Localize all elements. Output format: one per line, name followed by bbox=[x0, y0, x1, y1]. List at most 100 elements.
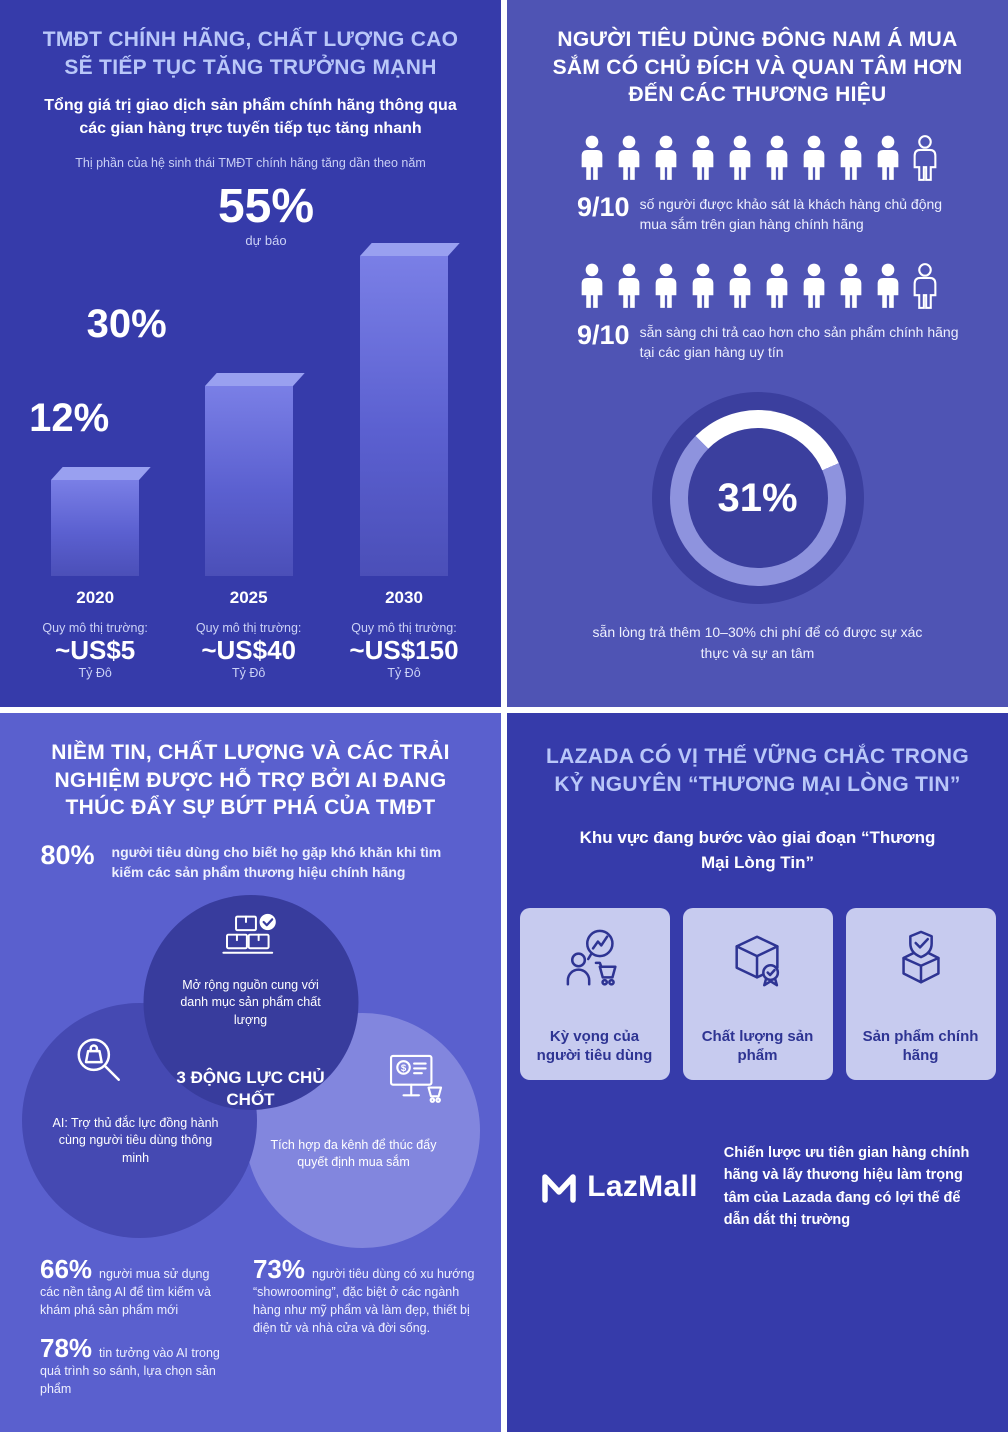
bar-2020 bbox=[51, 480, 140, 577]
shield-check-box-icon bbox=[901, 930, 940, 984]
person-icon bbox=[729, 135, 751, 181]
donut-block: 31% sẵn lòng trả thêm 10–30% chi phí để … bbox=[507, 392, 1008, 664]
bar-year-label: 2025 bbox=[229, 588, 268, 608]
magnifier-bag-icon bbox=[77, 1038, 120, 1081]
person-icon bbox=[766, 263, 788, 308]
q1-subtitle: Tổng giá trị giao dịch sản phẩm chính hã… bbox=[44, 97, 457, 137]
venn-circle-ai: AI: Trợ thủ đắc lực đồng hành cùng người… bbox=[21, 1002, 257, 1238]
svg-text:$: $ bbox=[400, 1063, 406, 1074]
bar-value-label: 12% bbox=[29, 396, 110, 441]
section-consumers: NGƯỜI TIÊU DÙNG ĐÔNG NAM Á MUA SẮM CÓ CH… bbox=[507, 0, 1008, 707]
trust-cards: Kỳ vọng của người tiêu dùng Chất lượng s… bbox=[507, 907, 1008, 1080]
person-icon bbox=[618, 263, 640, 308]
logo-row: LazMall Chiến lược ưu tiên gian hàng chí… bbox=[507, 1142, 1008, 1232]
strategy-paragraph: Chiến lược ưu tiên gian hàng chính hãng … bbox=[723, 1144, 970, 1229]
stat-78: 78% tin tưởng vào AI trong quá trình so s… bbox=[40, 1335, 229, 1398]
person-icon bbox=[692, 135, 714, 181]
stat-percent: 80% bbox=[40, 840, 95, 871]
market-size-label: Quy mô thị trường: bbox=[195, 621, 302, 636]
venn-diagram: Mở rộng nguồn cung với danh mục sản phẩm… bbox=[16, 894, 486, 1248]
venn-text-ai: AI: Trợ thủ đắc lực đồng hành cùng người… bbox=[52, 1115, 219, 1165]
person-icon bbox=[655, 135, 677, 181]
bar-group-2020: 12% 2020 Quy mô thị trường: ~US$5 Tỷ Đô bbox=[29, 398, 148, 681]
stat-66: 66% người mua sử dụng các nền tảng AI để … bbox=[40, 1256, 229, 1319]
lazmall-m-icon bbox=[542, 1173, 577, 1203]
person-icon bbox=[729, 263, 751, 308]
market-size-label: Quy mô thị trường: bbox=[42, 621, 148, 636]
person-icon bbox=[692, 263, 714, 308]
card-label: Sản phẩm chính hãng bbox=[862, 1028, 979, 1064]
lazmall-wordmark: LazMall bbox=[587, 1169, 698, 1203]
card-label: Kỳ vọng của người tiêu dùng bbox=[536, 1028, 653, 1064]
person-icons-row bbox=[577, 135, 1008, 182]
bar-year-label: 2030 bbox=[385, 588, 423, 608]
stat-text: người mua sử dụng các nền tảng AI để tìm… bbox=[40, 1266, 211, 1317]
person-icon bbox=[803, 135, 825, 181]
card-authentic-product: Sản phẩm chính hãng bbox=[845, 907, 996, 1080]
stat-text: người tiêu dùng cho biết họ gặp khó khăn… bbox=[111, 844, 442, 881]
stat-percent: 66% bbox=[40, 1253, 93, 1284]
person-icon bbox=[877, 135, 899, 181]
bar-year-label: 2020 bbox=[76, 588, 115, 608]
market-size-value: ~US$150 bbox=[349, 635, 459, 666]
q1-title: TMĐT CHÍNH HÃNG, CHẤT LƯỢNG CAO SẼ TIẾP … bbox=[42, 28, 459, 79]
stat-text: tin tưởng vào AI trong quá trình so sánh… bbox=[40, 1346, 220, 1397]
bar-group-2030: 55% dự báo 2030 Quy mô thị trường: ~US$1… bbox=[218, 183, 459, 681]
venn-circle-supply: Mở rộng nguồn cung với danh mục sản phẩm… bbox=[143, 894, 358, 1110]
donut-ring: 31% bbox=[669, 410, 846, 587]
stat-80: 80% người tiêu dùng cho biết họ gặp khó … bbox=[41, 842, 461, 883]
card-label: Chất lượng sản phẩm bbox=[701, 1028, 814, 1064]
stat-text: số người được khảo sát là khách hàng chủ… bbox=[639, 196, 943, 233]
person-icon bbox=[877, 263, 899, 308]
ratio-label: 9/10 bbox=[577, 319, 630, 350]
q2-title: NGƯỜI TIÊU DÙNG ĐÔNG NAM Á MUA SẮM CÓ CH… bbox=[552, 28, 963, 107]
stat-text: người tiêu dùng có xu hướng “showrooming… bbox=[252, 1266, 475, 1336]
q4-title: LAZADA CÓ VỊ THẾ VỮNG CHẮC TRONG KỶ NGUY… bbox=[546, 745, 969, 796]
card-product-quality: Chất lượng sản phẩm bbox=[682, 907, 833, 1080]
person-icon bbox=[766, 135, 788, 181]
bar-2030 bbox=[360, 256, 448, 577]
donut-caption: sẵn lòng trả thêm 10–30% chi phí để có đ… bbox=[592, 624, 923, 662]
market-size-unit: Tỷ Đô bbox=[387, 666, 421, 681]
person-icon bbox=[913, 262, 937, 309]
stat-73: 73% người tiêu dùng có xu hướng “showroom… bbox=[253, 1256, 475, 1338]
bar-value-label: 30% bbox=[86, 302, 167, 347]
stat-text: sẵn sàng chi trả cao hơn cho sản phẩm ch… bbox=[639, 323, 959, 361]
venn-text-omnichannel: Tích hợp đa kênh để thúc đẩy quyết định … bbox=[270, 1137, 437, 1170]
person-icon bbox=[840, 263, 862, 308]
venn-center-label: 3 ĐỘNG LỰC CHỦ CHỐT bbox=[176, 1067, 325, 1109]
bar-2025 bbox=[204, 386, 293, 577]
pictogram-caption: 9/10 số người được khảo sát là khách hàn… bbox=[577, 194, 1008, 235]
stats-column-left: 66% người mua sử dụng các nền tảng AI để … bbox=[40, 1256, 229, 1415]
stat-percent: 73% bbox=[252, 1253, 306, 1284]
monitor-dollar-icon: $ bbox=[389, 1054, 442, 1103]
section-growth: TMĐT CHÍNH HÃNG, CHẤT LƯỢNG CAO SẼ TIẾP … bbox=[0, 0, 501, 707]
ratio-label: 9/10 bbox=[577, 192, 630, 223]
market-size-value: ~US$5 bbox=[55, 635, 136, 666]
person-icon bbox=[618, 135, 640, 181]
boxes-check-icon bbox=[222, 913, 276, 954]
donut-hole: 31% bbox=[687, 428, 828, 569]
person-icon bbox=[840, 135, 862, 181]
person-icons-row bbox=[577, 262, 1008, 309]
quality-box-medal-icon bbox=[734, 935, 779, 987]
pictogram-caption: 9/10 sẵn sàng chi trả cao hơn cho sản ph… bbox=[577, 319, 1008, 363]
pictogram-block-1: 9/10 số người được khảo sát là khách hàn… bbox=[577, 135, 1008, 235]
donut-chart: 31% bbox=[651, 392, 864, 605]
person-icon bbox=[655, 263, 677, 308]
person-icon bbox=[803, 263, 825, 308]
donut-percent-label: 31% bbox=[717, 475, 798, 520]
person-icon bbox=[581, 263, 603, 308]
venn-text-supply: Mở rộng nguồn cung với danh mục sản phẩm… bbox=[180, 977, 321, 1027]
person-icon bbox=[913, 135, 937, 182]
pictogram-block-2: 9/10 sẵn sàng chi trả cao hơn cho sản ph… bbox=[577, 262, 1008, 363]
q1-chart-caption: Thị phần của hệ sinh thái TMĐT chính hãn… bbox=[75, 156, 426, 171]
market-size-label: Quy mô thị trường: bbox=[351, 621, 457, 636]
forecast-note: dự báo bbox=[245, 233, 287, 249]
q3-title: NIỀM TIN, CHẤT LƯỢNG VÀ CÁC TRẢI NGHIỆM … bbox=[51, 741, 450, 820]
market-size-value: ~US$40 bbox=[201, 635, 297, 666]
market-size-unit: Tỷ Đô bbox=[78, 666, 112, 681]
section-ai-drivers: NIỀM TIN, CHẤT LƯỢNG VÀ CÁC TRẢI NGHIỆM … bbox=[0, 713, 501, 1432]
bar-group-2025: 30% 2025 Quy mô thị trường: ~US$40 Tỷ Đô bbox=[87, 304, 302, 680]
